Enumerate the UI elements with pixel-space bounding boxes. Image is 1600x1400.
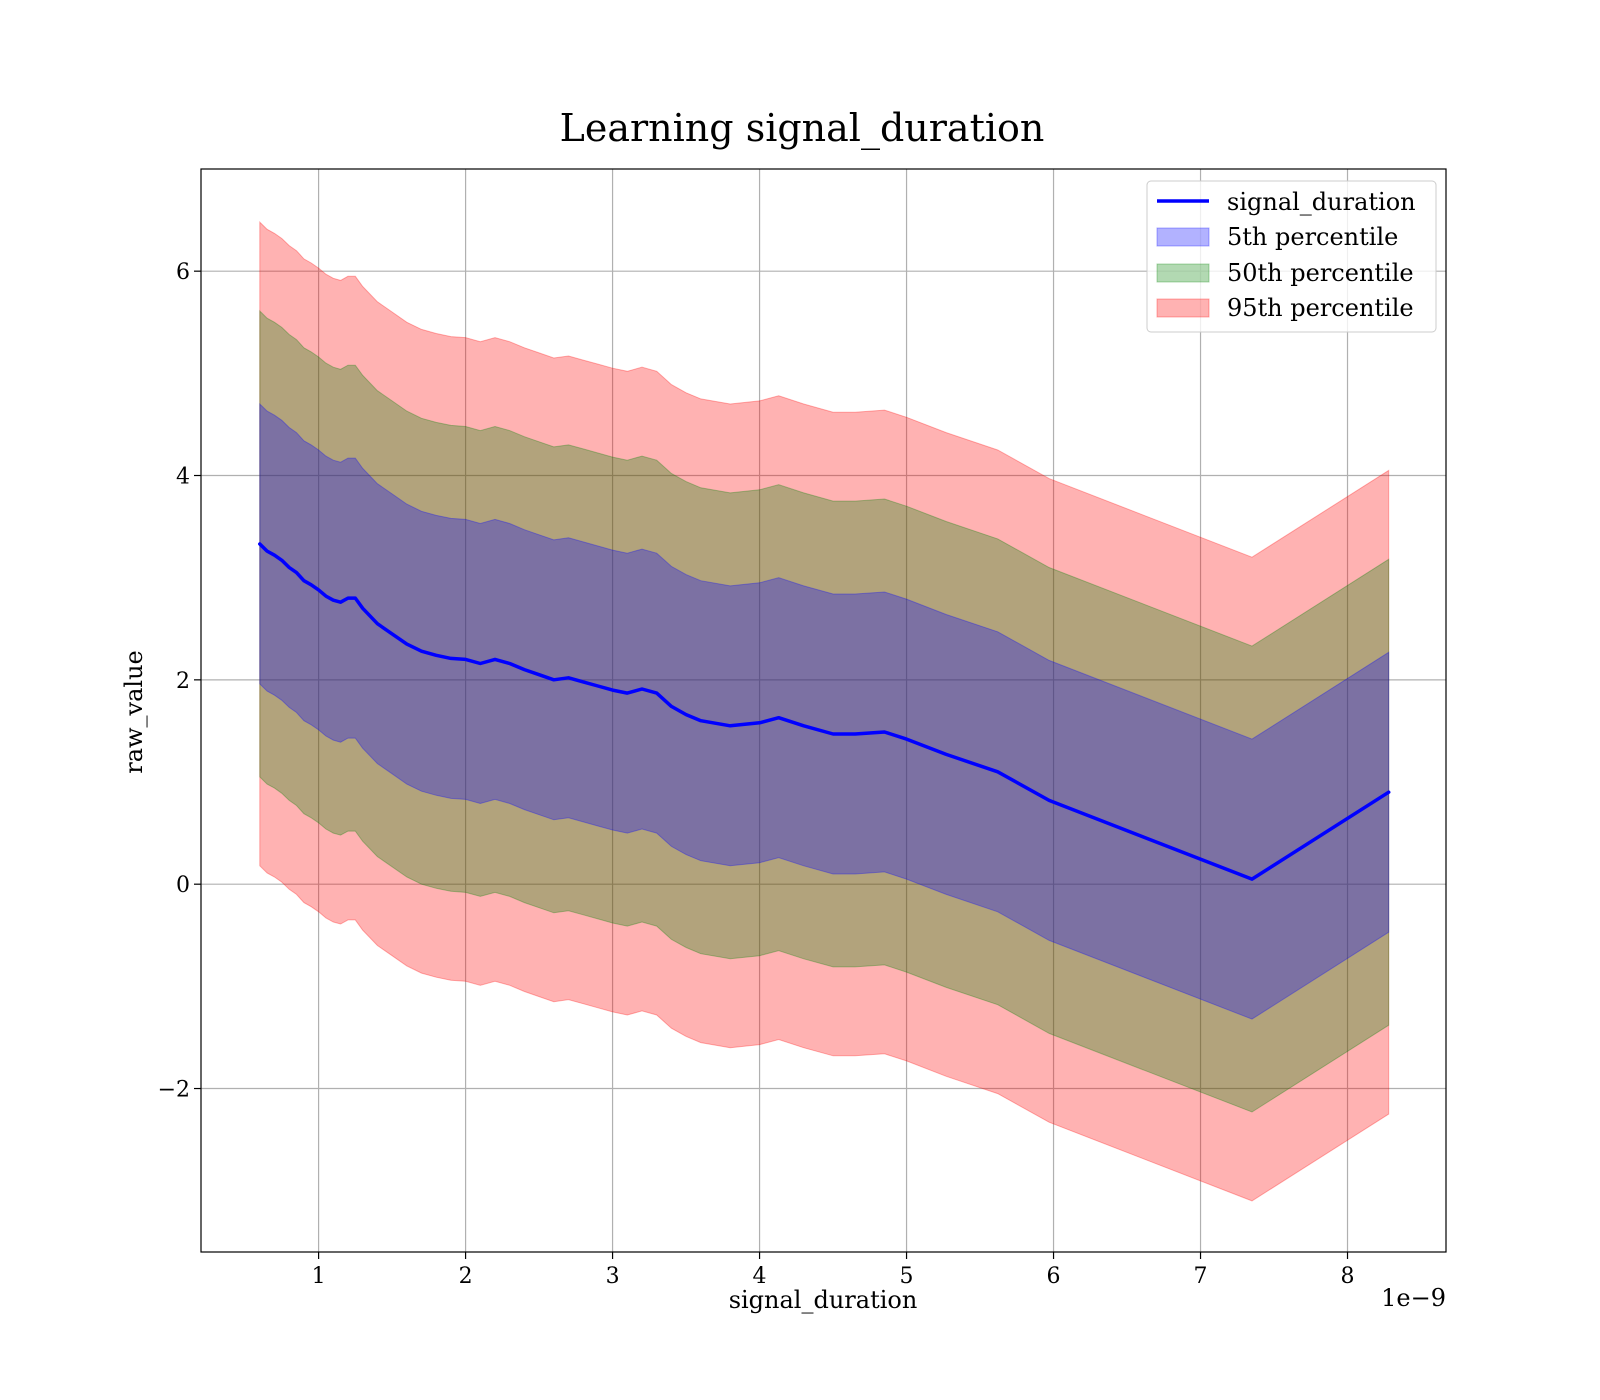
legend-frame: [1146, 180, 1437, 333]
legend-label-95th-percentile: 95th percentile: [1227, 294, 1414, 322]
x-tick-label: 8: [1341, 1264, 1355, 1289]
chart-title: Learning signal_duration: [560, 106, 1045, 151]
y-tick-label: 0: [176, 873, 190, 898]
legend-label-50th-percentile: 50th percentile: [1227, 259, 1414, 287]
x-tick-label: 2: [459, 1264, 473, 1289]
legend-swatch-50th-percentile: [1156, 263, 1210, 283]
legend-swatch-95th-percentile: [1156, 298, 1210, 318]
x-tick-label: 1: [312, 1264, 326, 1289]
x-tick-label: 4: [753, 1264, 767, 1289]
percentile-bands: [259, 220, 1390, 1202]
y-axis-label: raw_value: [120, 650, 148, 774]
y-tick-label: 6: [176, 260, 190, 285]
band-95th-percentile: [259, 220, 1390, 1202]
series-line-signal-duration: [258, 542, 1391, 881]
x-tick-label: 6: [1047, 1264, 1061, 1289]
series-lines: [258, 542, 1391, 881]
legend-label-5th-percentile: 5th percentile: [1227, 223, 1398, 251]
grid: [201, 169, 1446, 1252]
y-tick-label: 2: [176, 669, 190, 694]
x-tick-label: 5: [900, 1264, 914, 1289]
y-axis-ticks: −2 0 2 4 6: [158, 260, 201, 1103]
y-tick-label: 4: [176, 465, 190, 490]
band-5th-percentile: [259, 402, 1390, 1020]
x-axis-offset-text: 1e−9: [1381, 1284, 1446, 1312]
y-tick-label: −2: [158, 1078, 190, 1103]
plot-frame: [200, 168, 1447, 1253]
x-axis-label: signal_duration: [729, 1286, 918, 1314]
x-axis-ticks: 1 2 3 4 5 6 7 8: [312, 1252, 1355, 1289]
legend-label-signal-duration: signal_duration: [1227, 188, 1416, 216]
x-tick-label: 3: [606, 1264, 620, 1289]
legend-swatch-5th-percentile: [1156, 227, 1210, 247]
x-tick-label: 7: [1194, 1264, 1208, 1289]
band-50th-percentile: [259, 309, 1390, 1113]
legend: signal_duration 5th percentile 50th perc…: [1146, 180, 1437, 333]
